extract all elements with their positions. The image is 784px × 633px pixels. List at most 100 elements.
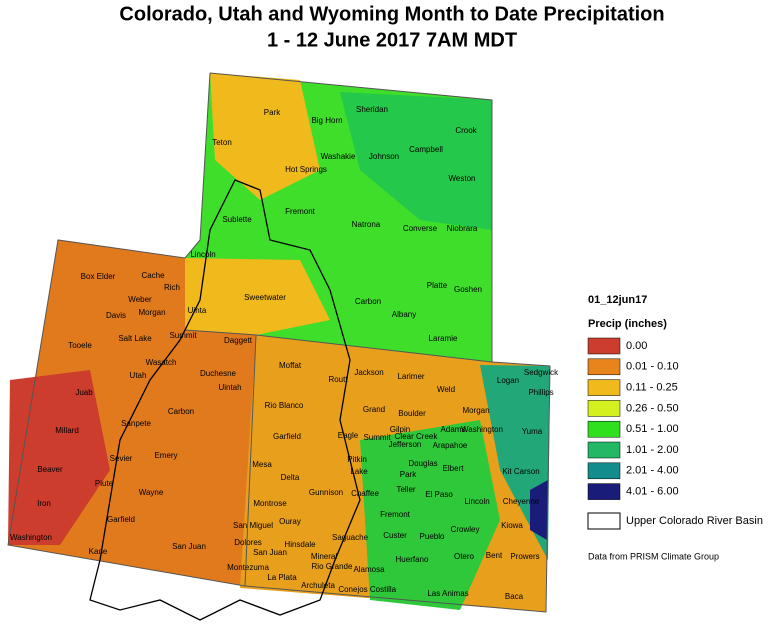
county-label: Natrona [352, 220, 381, 229]
county-label: Kiowa [501, 521, 523, 530]
county-label: Weber [128, 295, 152, 304]
county-label: Huerfano [396, 555, 429, 564]
county-label: Sheridan [356, 105, 388, 114]
county-label: Hinsdale [284, 540, 316, 549]
county-label: Alamosa [353, 565, 385, 574]
legend-label: 0.26 - 0.50 [626, 402, 679, 414]
title-line: Colorado, Utah and Wyoming Month to Date… [119, 3, 664, 25]
county-label: Teller [396, 485, 415, 494]
legend: 01_12jun17 Precip (inches) Upper Colorad… [587, 294, 763, 561]
county-label: Converse [403, 224, 438, 233]
county-label: Beaver [37, 465, 63, 474]
dry-area [210, 73, 320, 200]
legend-label: 0.01 - 0.10 [626, 361, 679, 373]
county-label: Lake [350, 467, 368, 476]
county-label: Wasatch [146, 358, 177, 367]
county-label: Sevier [110, 454, 133, 463]
dry-area [185, 258, 330, 335]
legend-swatch [587, 379, 621, 396]
county-label: Crook [455, 126, 477, 135]
county-label: Bent [486, 551, 503, 560]
legend-label: 1.01 - 2.00 [626, 444, 679, 456]
basin-outline [89, 179, 361, 621]
county-label: Morgan [462, 406, 489, 415]
county-label: Platte [427, 281, 448, 290]
county-label: Park [400, 470, 417, 479]
county-label: Carbon [355, 297, 381, 306]
state-border [184, 329, 493, 363]
county-label: Pitkin [347, 455, 367, 464]
county-label: Grand [363, 405, 385, 414]
dry-area [8, 370, 110, 545]
county-label: Campbell [409, 145, 443, 154]
county-label: Saguache [332, 533, 369, 542]
county-label: San Miguel [233, 521, 273, 530]
county-label: Fremont [285, 207, 316, 216]
county-label: Clear Creek [395, 432, 439, 441]
county-label: Arapahoe [433, 441, 468, 450]
county-label: Laramie [429, 334, 458, 343]
legend-swatch [587, 483, 621, 500]
county-label: Montrose [253, 499, 287, 508]
county-label: Archuleta [301, 581, 335, 590]
county-label: Logan [497, 376, 519, 385]
county-label: Summit [169, 331, 197, 340]
county-label: Gunnison [309, 488, 343, 497]
county-label: Sedgwick [524, 368, 559, 377]
state-border [244, 334, 257, 587]
county-label: Custer [383, 531, 407, 540]
county-label: Carbon [168, 407, 194, 416]
county-label: Chaffee [351, 489, 379, 498]
county-label: La Plata [267, 573, 297, 582]
legend-label: 0.11 - 0.25 [626, 382, 678, 394]
legend-swatch [587, 420, 621, 438]
county-label: Garfield [273, 432, 301, 441]
legend-swatch [587, 512, 621, 530]
county-label: Rich [164, 283, 180, 292]
county-label: El Paso [425, 490, 453, 499]
county-label: Mineral [311, 552, 337, 561]
legend-label: 0.00 [626, 340, 647, 352]
legend-title: 01_12jun17 [588, 294, 647, 306]
county-label: Lincoln [190, 250, 215, 259]
county-label: Kit Carson [502, 467, 539, 476]
county-label: Tooele [68, 341, 92, 350]
county-label: Jefferson [389, 440, 422, 449]
legend-label: 4.01 - 6.00 [626, 486, 679, 498]
county-label: Gilpin [390, 425, 410, 434]
county-label: Albany [392, 310, 416, 319]
county-label: Lincoln [464, 497, 489, 506]
county-label: Douglas [408, 459, 437, 468]
county-label: Summit [363, 433, 391, 442]
county-label: Morgan [138, 308, 165, 317]
county-label: Prowers [510, 552, 539, 561]
county-label: Fremont [380, 510, 411, 519]
legend-label: 2.01 - 4.00 [626, 465, 679, 477]
county-label: Elbert [443, 464, 465, 473]
county-label: Park [264, 108, 281, 117]
county-label: Boulder [398, 409, 426, 418]
county-label: San Juan [253, 548, 287, 557]
legend-label: 0.51 - 1.00 [626, 423, 679, 435]
legend-label: Upper Colorado River Basin [626, 515, 763, 527]
county-label: Uinta [188, 306, 207, 315]
county-label: Big Horn [311, 116, 342, 125]
county-label: Washington [10, 533, 52, 542]
county-label: Routt [328, 375, 348, 384]
county-label: Conejos [338, 585, 367, 594]
county-label: Montezuma [227, 563, 269, 572]
county-label: Hot Springs [285, 165, 327, 174]
states [7, 72, 551, 621]
county-label: Garfield [107, 515, 135, 524]
county-label: Phillips [528, 388, 553, 397]
county-label: Costilla [370, 585, 397, 594]
legend-swatch [587, 358, 621, 376]
county-label: San Juan [172, 542, 206, 551]
county-label: Mesa [252, 460, 272, 469]
county-label: Niobrara [447, 224, 478, 233]
county-label: Pueblo [420, 532, 445, 541]
county-label: Utah [130, 371, 147, 380]
county-label: Moffat [279, 361, 302, 370]
county-label: Baca [505, 592, 524, 601]
